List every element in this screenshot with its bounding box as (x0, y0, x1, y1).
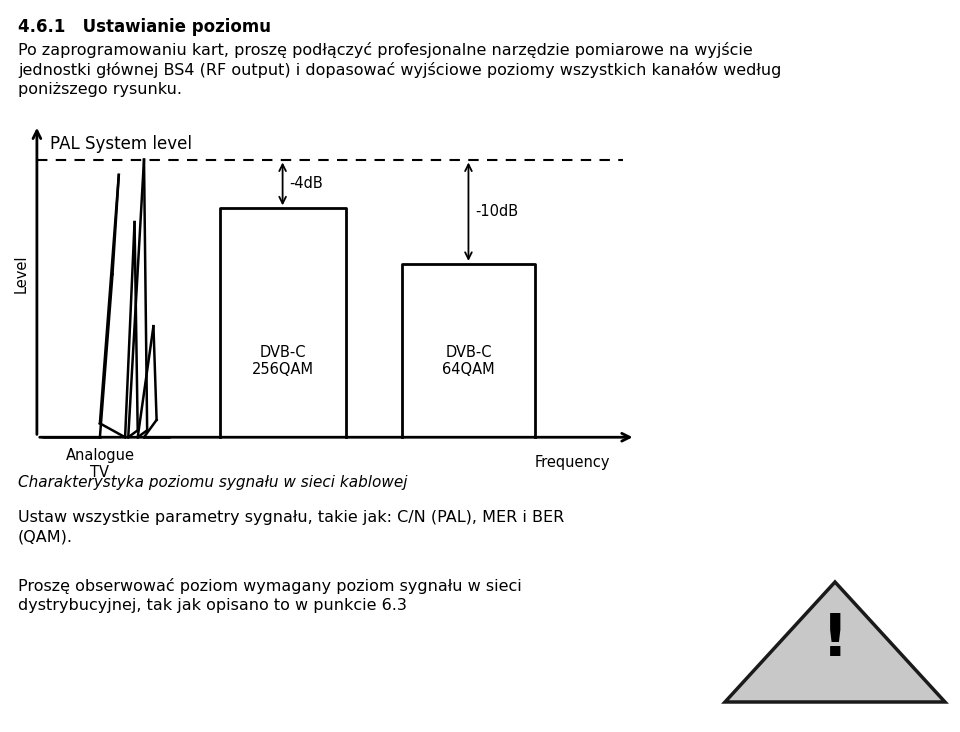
Text: DVB-C
64QAM: DVB-C 64QAM (443, 345, 494, 377)
Text: Analogue
TV: Analogue TV (65, 448, 134, 480)
Text: dystrybucyjnej, tak jak opisano to w punkcie 6.3: dystrybucyjnej, tak jak opisano to w pun… (18, 598, 407, 613)
Text: Level: Level (13, 255, 29, 294)
Text: -10dB: -10dB (475, 204, 517, 219)
Text: Charakterystyka poziomu sygnału w sieci kablowej: Charakterystyka poziomu sygnału w sieci … (18, 475, 407, 490)
Text: !: ! (822, 611, 849, 668)
Text: Frequency: Frequency (535, 455, 611, 470)
Text: poniższego rysunku.: poniższego rysunku. (18, 82, 182, 97)
Text: (QAM).: (QAM). (18, 530, 73, 545)
Text: PAL System level: PAL System level (50, 135, 191, 153)
Text: jednostki głównej BS4 (RF output) i dopasować wyjściowe poziomy wszystkich kanał: jednostki głównej BS4 (RF output) i dopa… (18, 62, 781, 78)
Text: -4dB: -4dB (289, 176, 323, 192)
Polygon shape (725, 582, 945, 702)
Text: Ustaw wszystkie parametry sygnału, takie jak: C/N (PAL), MER i BER: Ustaw wszystkie parametry sygnału, takie… (18, 510, 564, 525)
Text: 4.6.1   Ustawianie poziomu: 4.6.1 Ustawianie poziomu (18, 18, 271, 36)
Text: Proszę obserwować poziom wymagany poziom sygnału w sieci: Proszę obserwować poziom wymagany poziom… (18, 578, 521, 594)
Text: Po zaprogramowaniu kart, proszę podłączyć profesjonalne narzędzie pomiarowe na w: Po zaprogramowaniu kart, proszę podłączy… (18, 42, 753, 58)
Text: DVB-C
256QAM: DVB-C 256QAM (252, 345, 314, 377)
